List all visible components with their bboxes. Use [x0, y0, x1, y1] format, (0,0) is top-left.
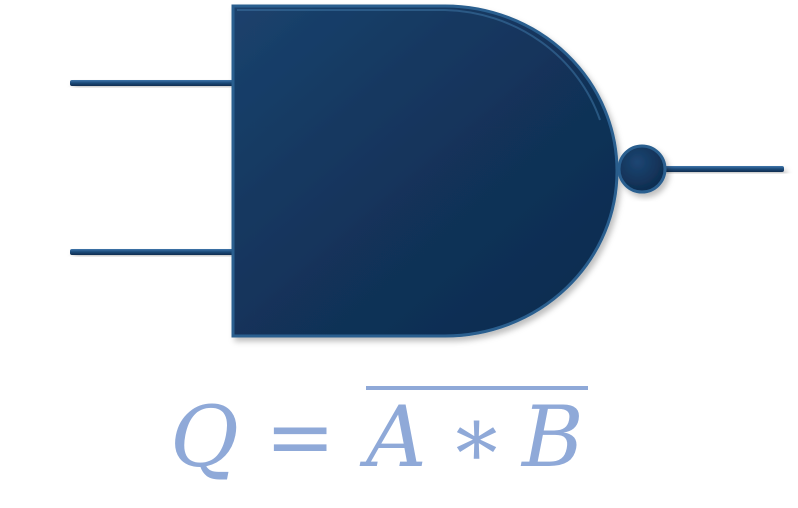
formula-output-q: Q: [170, 388, 239, 486]
input-wire-a: [70, 80, 238, 86]
gate-bevel-highlight: [237, 9, 601, 121]
input-wire-b: [70, 249, 238, 255]
formula-input-b: B: [520, 388, 584, 486]
boolean-formula: Q = A ∗ B: [170, 386, 588, 486]
formula-equals-sign: =: [265, 388, 335, 486]
formula-and-operator: ∗: [448, 388, 505, 486]
nand-gate-body: [231, 4, 619, 338]
inversion-bubble: [617, 144, 667, 194]
formula-input-a: A: [359, 388, 427, 486]
output-wire: [660, 166, 784, 172]
negation-overbar: [366, 386, 588, 390]
